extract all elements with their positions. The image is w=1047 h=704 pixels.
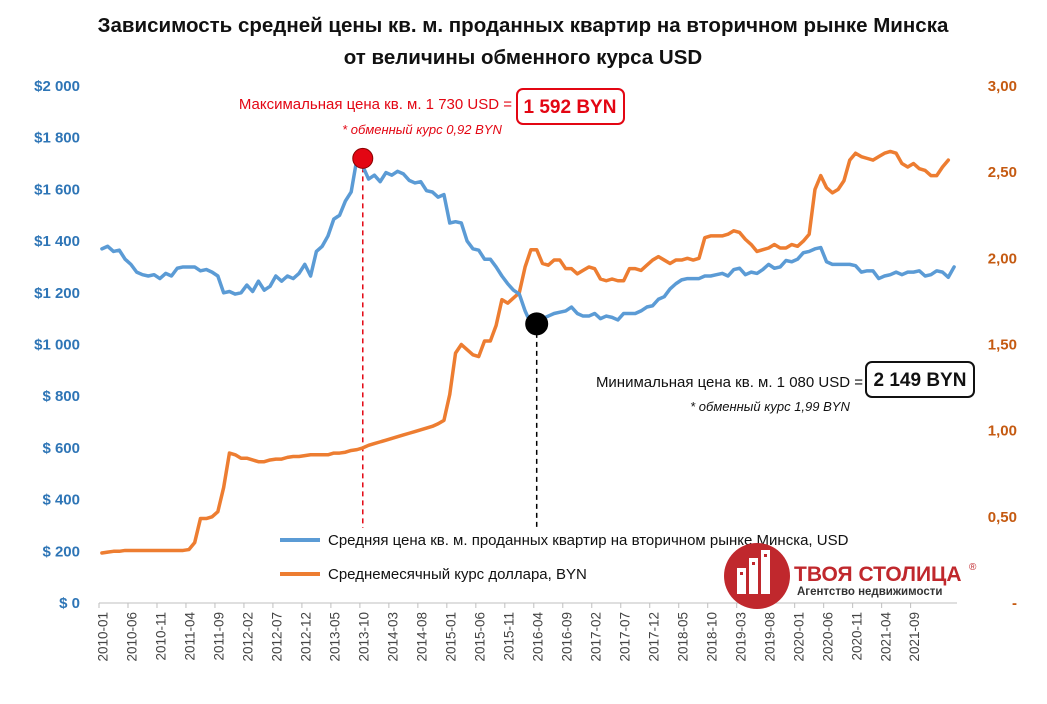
logo-registered: ® — [969, 562, 977, 573]
logo-building-icon — [724, 543, 790, 609]
y-right-tick-label: 2,00 — [988, 250, 1017, 267]
x-tick-label: 2013-05 — [328, 612, 343, 662]
y-right-tick-label: 1,50 — [988, 337, 1017, 354]
x-tick-label: 2014-08 — [414, 612, 429, 662]
max-annotation: Максимальная цена кв. м. 1 730 USD = 1 5… — [239, 88, 625, 137]
y-left-tick-label: $2 000 — [34, 78, 80, 95]
x-tick-label: 2012-07 — [270, 612, 285, 662]
x-tick-label: 2016-04 — [530, 612, 545, 662]
chart-title-line2: от величины обменного курса USD — [344, 46, 702, 69]
x-tick-label: 2017-12 — [646, 612, 661, 662]
x-tick-label: 2019-08 — [762, 612, 777, 662]
legend-label-rate: Среднемесячный курс доллара, BYN — [328, 566, 587, 583]
y-right-tick-label: 1,00 — [988, 423, 1017, 440]
x-tick-label: 2015-11 — [501, 612, 516, 661]
x-tick-label: 2020-06 — [820, 612, 835, 662]
x-tick-label: 2011-04 — [183, 612, 198, 661]
logo: ТВОЯ СТОЛИЦА ® Агентство недвижимости — [724, 543, 977, 609]
y-left-tick-label: $ 200 — [42, 543, 80, 560]
annotation-markers — [352, 147, 549, 336]
y-axis-right: - 0,50 1,00 1,50 2,00 2,50 3,00 — [988, 78, 1017, 612]
y-left-tick-label: $ 0 — [59, 595, 80, 612]
y-left-tick-label: $1 800 — [34, 130, 80, 147]
x-axis: 2010-01 2010-06 2010-11 2011-04 2011-09 2012-… — [96, 602, 957, 662]
min-rate-note: * обменный курс 1,99 BYN — [690, 399, 850, 414]
x-tick-label: 2010-06 — [125, 612, 140, 662]
y-right-tick-label: 2,50 — [988, 164, 1017, 181]
x-tick-label: 2012-02 — [241, 612, 256, 662]
y-left-tick-label: $ 800 — [42, 388, 80, 405]
x-tick-label: 2021-09 — [907, 612, 922, 662]
y-axis-left: $ 0 $ 200 $ 400 $ 600 $ 800 $1 000 $1 200 $1 40… — [34, 78, 80, 612]
x-tick-label: 2020-01 — [791, 612, 806, 662]
min-annotation-text: Минимальная цена кв. м. 1 080 USD = — [596, 374, 863, 391]
series-line-rate — [100, 149, 951, 555]
x-tick-label: 2010-01 — [96, 612, 111, 662]
x-tick-label: 2015-01 — [443, 612, 458, 662]
max-rate-note: * обменный курс 0,92 BYN — [342, 122, 502, 137]
y-right-tick-label: 3,00 — [988, 78, 1017, 95]
y-left-tick-label: $1 600 — [34, 181, 80, 198]
annotation-drop-lines — [362, 158, 538, 528]
min-value-box — [865, 361, 975, 398]
y-right-tick-label: - — [1012, 595, 1017, 612]
x-tick-label: 2019-03 — [733, 612, 748, 662]
max-point-marker — [352, 147, 374, 169]
logo-title: ТВОЯ СТОЛИЦА — [794, 563, 962, 586]
y-right-tick-label: 0,50 — [988, 509, 1017, 526]
x-tick-label: 2014-03 — [385, 612, 400, 662]
max-value-text: 1 592 BYN — [524, 97, 617, 118]
x-tick-label: 2015-06 — [472, 612, 487, 662]
x-tick-label: 2020-11 — [849, 612, 864, 661]
min-value-text: 2 149 BYN — [874, 370, 967, 391]
max-annotation-text: Максимальная цена кв. м. 1 730 USD = — [239, 96, 512, 113]
chart-title-line1: Зависимость средней цены кв. м. проданны… — [98, 14, 949, 37]
max-value-box — [516, 88, 625, 125]
x-tick-label: 2011-09 — [212, 612, 227, 661]
x-tick-label: 2018-05 — [675, 612, 690, 662]
min-point-marker — [525, 312, 549, 336]
x-tick-label: 2018-10 — [704, 612, 719, 662]
x-tick-label: 2017-07 — [617, 612, 632, 662]
x-tick-label: 2012-12 — [299, 612, 314, 662]
legend: Средняя цена кв. м. проданных квартир на… — [280, 532, 849, 583]
y-left-tick-label: $1 200 — [34, 285, 80, 302]
min-annotation: Минимальная цена кв. м. 1 080 USD = 2 14… — [596, 361, 975, 414]
x-tick-label: 2017-02 — [588, 612, 603, 662]
logo-subtitle: Агентство недвижимости — [797, 586, 942, 598]
x-tick-label: 2016-09 — [559, 612, 574, 662]
x-tick-label: 2021-04 — [878, 612, 893, 662]
y-left-tick-label: $ 600 — [42, 440, 80, 457]
x-tick-label: 2010-11 — [154, 612, 169, 661]
legend-label-price: Средняя цена кв. м. проданных квартир на… — [328, 532, 849, 549]
y-left-tick-label: $1 000 — [34, 337, 80, 354]
y-left-tick-label: $ 400 — [42, 492, 80, 509]
y-left-tick-label: $1 400 — [34, 233, 80, 250]
x-tick-label: 2013-10 — [357, 612, 372, 662]
series-group — [100, 149, 956, 555]
